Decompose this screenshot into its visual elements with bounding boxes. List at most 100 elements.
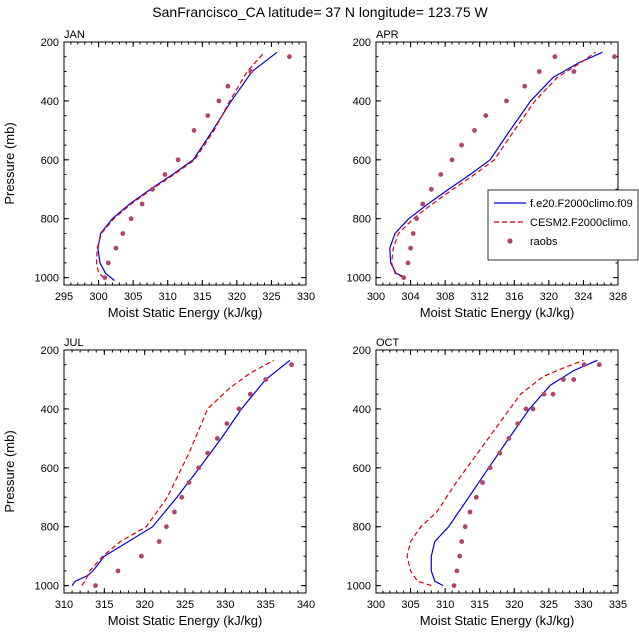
raobs-point	[93, 583, 98, 588]
y-tick-label: 800	[353, 214, 371, 226]
raobs-point	[247, 391, 253, 397]
x-axis-label: Moist Static Energy (kJ/kg)	[420, 613, 575, 628]
panel-jul: 310 315 320 325 330 335 340 200 400 600 800 1000 JUL…	[2, 337, 315, 628]
x-tick-label: 340	[297, 599, 315, 611]
x-tick-label: 310	[55, 599, 73, 611]
raobs-point	[113, 245, 119, 251]
raobs-point	[289, 362, 294, 368]
raobs-point	[454, 568, 460, 574]
y-tick-label: 400	[353, 404, 371, 416]
x-tick-label: 315	[471, 599, 489, 611]
series-line-f-e20	[97, 51, 278, 282]
raobs-point	[523, 406, 529, 412]
raobs-point	[459, 142, 464, 148]
legend: f.e20.F2000climo.f09 CESM2.F2000climo. rao…	[487, 189, 639, 261]
y-tick-label: 1000	[35, 273, 59, 285]
raobs-point	[128, 216, 134, 222]
raobs-point	[612, 54, 617, 60]
raobs-point	[515, 421, 521, 426]
raobs-point	[224, 421, 230, 426]
raobs-point	[459, 539, 465, 544]
y-tick-label: 600	[41, 155, 59, 167]
raobs-point	[457, 553, 463, 559]
raobs-point	[205, 450, 211, 456]
y-tick-label: 200	[41, 37, 59, 49]
y-tick-label: 1000	[347, 581, 371, 593]
x-tick-label: 305	[401, 599, 419, 611]
legend-swatch-dot	[507, 238, 513, 244]
raobs-point	[522, 83, 528, 89]
x-axis-label: Moist Static Energy (kJ/kg)	[420, 305, 575, 320]
x-tick-label: 320	[228, 291, 246, 303]
panel-oct: 300 305 310 315 320 325 330 335 200 400 600 800 1000…	[347, 337, 628, 628]
x-tick-label: 325	[262, 291, 280, 303]
x-tick-label: 300	[367, 599, 385, 611]
y-axis-label: Pressure (mb)	[2, 430, 17, 512]
y-tick-label: 600	[353, 463, 371, 475]
legend-label: f.e20.F2000climo.f09	[530, 198, 633, 210]
raobs-point	[506, 436, 512, 441]
y-tick-label: 200	[353, 345, 371, 357]
y-axis-label: Pressure (mb)	[2, 122, 17, 204]
series-line-cesm2	[406, 359, 584, 587]
x-tick-label: 310	[159, 291, 177, 303]
raobs-point	[438, 172, 444, 177]
x-tick-label: 300	[89, 291, 107, 303]
series-line-f-e20	[389, 51, 603, 279]
plot-area	[406, 359, 602, 588]
raobs-point	[487, 465, 493, 471]
y-tick-label: 800	[353, 522, 371, 534]
raobs-point	[236, 406, 242, 412]
x-tick-label: 324	[574, 291, 592, 303]
raobs-point	[172, 509, 177, 515]
raobs-point	[175, 157, 181, 163]
raobs-point	[105, 260, 111, 266]
raobs-point	[561, 377, 566, 382]
raobs-point	[596, 362, 602, 368]
raobs-point	[473, 494, 479, 500]
y-tick-label: 400	[353, 96, 371, 108]
raobs-point	[467, 509, 473, 515]
legend-label: CESM2.F2000climo.	[530, 217, 631, 229]
x-tick-label: 305	[124, 291, 142, 303]
raobs-point	[552, 54, 558, 60]
plot-frame	[63, 349, 307, 594]
raobs-point	[225, 83, 231, 89]
y-tick-label: 1000	[35, 581, 59, 593]
x-tick-label: 320	[135, 599, 153, 611]
raobs-point	[139, 553, 144, 559]
figure-title: SanFrancisco_CA latitude= 37 N longitude…	[152, 4, 488, 20]
raobs-point	[164, 524, 169, 530]
raobs-point	[263, 377, 269, 382]
series-line-cesm2	[81, 359, 274, 586]
raobs-point	[420, 201, 426, 207]
x-tick-label: 316	[505, 291, 523, 303]
panel-title: JAN	[64, 29, 85, 41]
raobs-point	[216, 98, 222, 104]
raobs-point	[504, 98, 509, 104]
raobs-point	[120, 231, 126, 236]
raobs-point	[405, 260, 411, 266]
plot-area	[389, 51, 617, 280]
raobs-point	[472, 127, 477, 133]
panel-jan: 295 300 305 310 315 320 325 330 200 400 600 800 1000…	[2, 29, 315, 320]
raobs-point	[571, 69, 577, 74]
raobs-point	[196, 465, 202, 471]
raobs-point	[248, 69, 254, 74]
x-tick-label: 304	[401, 291, 419, 303]
x-tick-label: 328	[609, 291, 627, 303]
y-tick-label: 200	[41, 345, 59, 357]
raobs-point	[530, 406, 536, 412]
raobs-point	[581, 362, 587, 368]
raobs-point	[571, 377, 577, 382]
x-tick-label: 330	[297, 291, 315, 303]
panel-title: OCT	[376, 337, 400, 349]
x-axis-label: Moist Static Energy (kJ/kg)	[108, 305, 263, 320]
x-tick-label: 315	[193, 291, 211, 303]
x-tick-label: 320	[505, 599, 523, 611]
series-line-cesm2	[390, 51, 596, 279]
legend-box	[487, 189, 639, 261]
y-tick-label: 600	[353, 155, 371, 167]
plot-frame	[63, 41, 307, 286]
x-tick-label: 330	[216, 599, 234, 611]
